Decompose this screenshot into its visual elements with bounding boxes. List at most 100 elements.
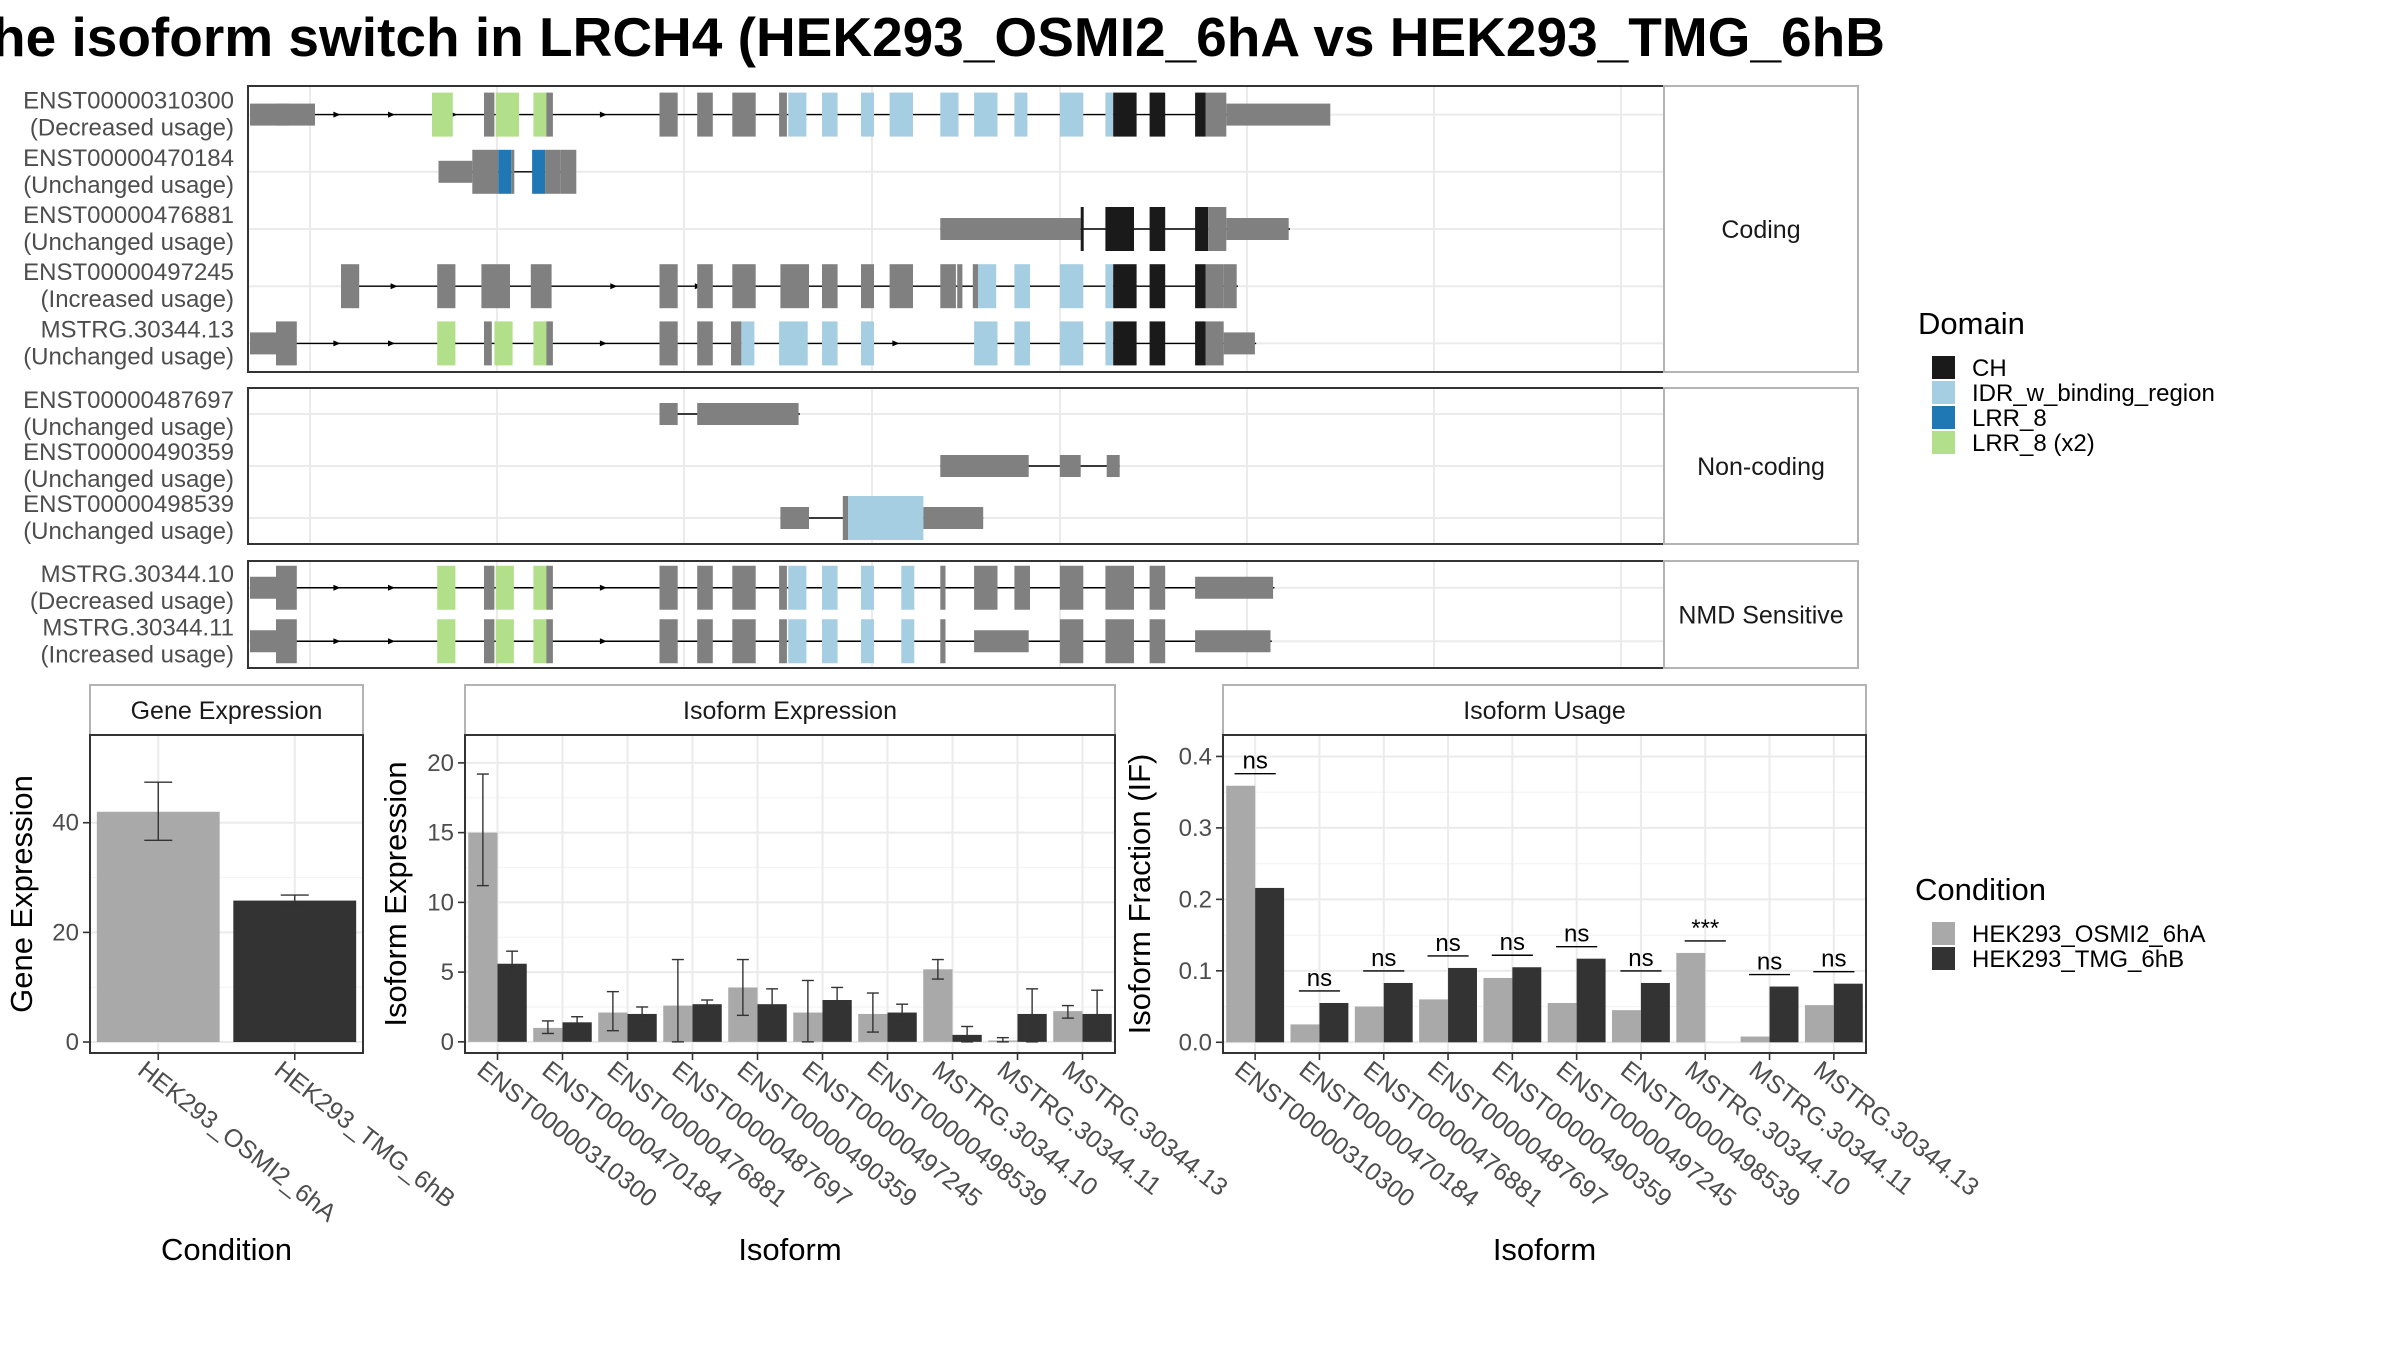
strand-arrow-icon bbox=[610, 283, 618, 290]
exon-block bbox=[779, 619, 787, 664]
exon-block bbox=[1149, 92, 1166, 137]
transcript-usage-label: (Decreased usage) bbox=[30, 115, 234, 142]
exon-block bbox=[861, 264, 874, 309]
exon-block bbox=[1014, 92, 1028, 137]
exon-block bbox=[276, 103, 315, 126]
y-tick-label: 0.3 bbox=[1179, 815, 1212, 842]
exon-block bbox=[1106, 455, 1120, 477]
y-tick-label: 20 bbox=[427, 750, 454, 777]
exon-block bbox=[889, 92, 913, 137]
exon-block bbox=[1205, 92, 1227, 137]
exon-block bbox=[978, 264, 997, 309]
exon-block bbox=[732, 92, 756, 137]
data-bar bbox=[1612, 1010, 1641, 1043]
exon-block bbox=[697, 403, 799, 425]
exon-block bbox=[1059, 455, 1081, 477]
transcript-usage-label: (Unchanged usage) bbox=[23, 172, 234, 199]
exon-block bbox=[697, 619, 713, 664]
facet-strip bbox=[1663, 560, 1859, 669]
facet-strip-label: Isoform Expression bbox=[683, 697, 897, 725]
chart-panel-border bbox=[1222, 734, 1867, 1054]
data-bar bbox=[1769, 986, 1799, 1043]
legend-key-swatch bbox=[1932, 406, 1955, 429]
exon-block bbox=[545, 149, 561, 194]
exon-block bbox=[481, 264, 510, 309]
y-tick-label: 0.1 bbox=[1179, 958, 1212, 985]
exon-block bbox=[432, 92, 453, 137]
exon-block bbox=[659, 264, 678, 309]
y-tick-label: 15 bbox=[427, 820, 454, 847]
exon-block bbox=[533, 565, 549, 610]
exon-block bbox=[889, 264, 913, 309]
data-bar bbox=[1512, 967, 1542, 1043]
domain-legend-title: Domain bbox=[1918, 306, 2025, 341]
transcript-usage-label: (Decreased usage) bbox=[30, 588, 234, 615]
exon-block bbox=[1059, 565, 1084, 610]
y-tick-label: 10 bbox=[427, 889, 454, 916]
transcript-usage-label: (Unchanged usage) bbox=[23, 229, 234, 256]
data-bar bbox=[1255, 887, 1285, 1043]
exon-block bbox=[1205, 264, 1224, 309]
exon-block bbox=[437, 565, 456, 610]
exon-block bbox=[1149, 321, 1166, 366]
significance-label: ns bbox=[1757, 949, 1782, 976]
exon-block bbox=[974, 92, 998, 137]
exon-block bbox=[901, 619, 915, 664]
data-bar bbox=[1290, 1024, 1320, 1043]
y-axis-title: Isoform Expression bbox=[378, 761, 413, 1026]
exon-block bbox=[697, 565, 713, 610]
exon-block bbox=[437, 619, 456, 664]
data-bar bbox=[233, 900, 357, 1043]
y-axis-title: Gene Expression bbox=[4, 775, 39, 1013]
exon-block bbox=[511, 149, 515, 194]
exon-block bbox=[940, 92, 959, 137]
data-bar bbox=[1383, 982, 1413, 1043]
exon-block bbox=[659, 565, 678, 610]
legend-key-swatch bbox=[1932, 381, 1955, 404]
exon-block bbox=[276, 321, 297, 366]
transcript-usage-label: (Increased usage) bbox=[41, 286, 234, 313]
legend-key-label: IDR_w_binding_region bbox=[1972, 380, 2215, 407]
exon-block bbox=[495, 619, 514, 664]
transcript-usage-label: (Unchanged usage) bbox=[23, 343, 234, 370]
exon-block bbox=[861, 92, 874, 137]
data-bar bbox=[1419, 999, 1449, 1043]
y-tick-label: 0 bbox=[441, 1029, 454, 1056]
chart-panel-border bbox=[89, 734, 364, 1054]
exon-block bbox=[546, 92, 553, 137]
exon-block bbox=[484, 321, 492, 366]
exon-block bbox=[1105, 92, 1114, 137]
facet-strip-label: Gene Expression bbox=[131, 697, 323, 725]
data-bar bbox=[923, 969, 953, 1042]
exon-block bbox=[1149, 619, 1166, 664]
significance-label: ns bbox=[1307, 965, 1332, 992]
exon-block bbox=[546, 321, 553, 366]
exon-block bbox=[779, 321, 808, 366]
y-tick-label: 0 bbox=[66, 1029, 79, 1056]
legend-key-swatch bbox=[1932, 922, 1955, 945]
exon-block bbox=[1195, 264, 1206, 309]
exon-block bbox=[974, 630, 1029, 653]
data-bar bbox=[1640, 982, 1670, 1043]
exon-block bbox=[1059, 619, 1084, 664]
exon-block bbox=[1195, 321, 1206, 366]
exon-block bbox=[940, 455, 1029, 477]
transcript-usage-label: (Increased usage) bbox=[41, 641, 234, 668]
strand-arrow-icon bbox=[388, 111, 395, 118]
condition-legend-title: Condition bbox=[1915, 872, 2046, 907]
facet-strip-label: Coding bbox=[1721, 216, 1800, 244]
isoform-expression-chart: Isoform Expression05101520ENST0000031030… bbox=[378, 684, 1233, 1267]
domain-legend: Domain CHIDR_w_binding_regionLRR_8LRR_8 … bbox=[1918, 306, 2215, 457]
exon-block bbox=[1205, 321, 1224, 366]
exon-block bbox=[1105, 619, 1134, 664]
exon-block bbox=[1226, 218, 1289, 240]
legend-key-swatch bbox=[1932, 431, 1955, 454]
y-tick-label: 0.0 bbox=[1179, 1029, 1212, 1056]
exon-block bbox=[1014, 565, 1030, 610]
exon-block bbox=[974, 321, 998, 366]
transcript-id-label: MSTRG.30344.13 bbox=[41, 316, 234, 343]
exon-block bbox=[1105, 264, 1114, 309]
exon-block bbox=[530, 264, 552, 309]
